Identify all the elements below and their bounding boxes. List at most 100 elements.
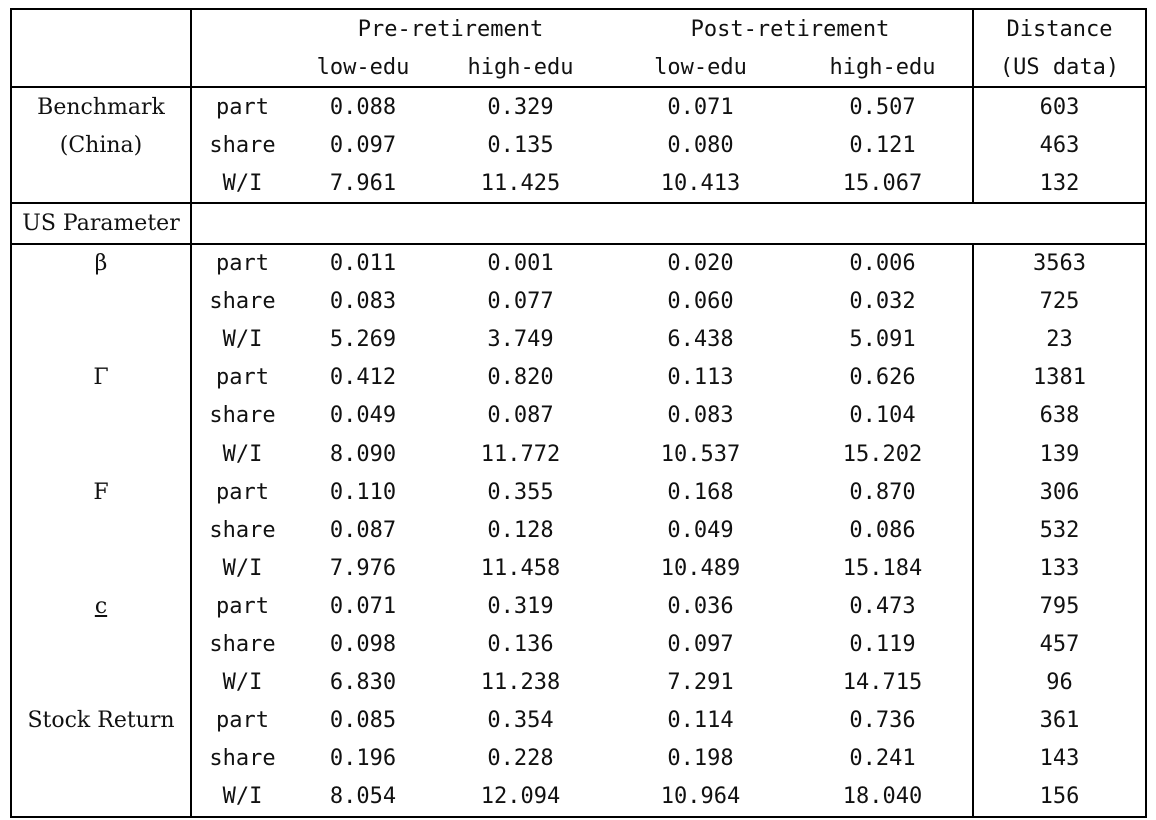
table-row: (China) share 0.097 0.135 0.080 0.121 463 (10, 126, 1147, 165)
pre-low-edu-value: 0.071 (329, 593, 397, 619)
parameter-label (10, 549, 192, 588)
table-row: c part 0.071 0.319 0.036 0.473 795 (10, 587, 1147, 626)
parameter-label (10, 282, 192, 321)
pre-high-edu-value: 0.135 (487, 132, 554, 158)
post-low-edu-value: 10.964 (608, 777, 793, 819)
benchmark-label (10, 164, 192, 205)
table-row: W/I 8.054 12.094 10.964 18.040 156 (10, 777, 1147, 819)
pre-high-edu-value: 12.094 (433, 777, 608, 819)
corner-cell (10, 7, 192, 49)
us-data-header: (US data) (972, 48, 1147, 89)
post-high-edu-value: 0.121 (849, 132, 916, 158)
corner-cell-sub (10, 48, 192, 89)
distance-value: 361 (972, 701, 1147, 740)
distance-value: 1381 (972, 358, 1147, 397)
distance-value: 532 (972, 511, 1147, 550)
post-high-edu-value: 0.119 (849, 632, 916, 658)
measure-label: W/I (190, 164, 293, 205)
distance-value: 457 (972, 625, 1147, 664)
measure-label: part (190, 358, 293, 397)
pre-high-edu-value: 0.136 (487, 632, 554, 658)
parameter-label (10, 396, 192, 436)
post-low-edu-header: low-edu (608, 48, 793, 89)
post-high-edu-value: 0.736 (849, 708, 916, 734)
post-high-edu-value: 0.507 (849, 94, 916, 120)
table-row: share 0.083 0.077 0.060 0.032 725 (10, 282, 1147, 321)
parameter-label (10, 777, 192, 819)
post-low-edu-value: 0.083 (667, 403, 734, 429)
post-low-edu-value: 7.291 (667, 670, 734, 696)
pre-high-edu-value: 11.425 (433, 164, 608, 205)
pre-low-edu-value: 0.087 (329, 517, 397, 543)
pre-low-edu-value: 0.088 (329, 94, 397, 120)
post-high-edu-value: 0.086 (849, 517, 916, 543)
distance-header: Distance (972, 7, 1147, 49)
header-spacer (190, 7, 293, 49)
measure-label: part (190, 87, 293, 127)
benchmark-label: Benchmark (10, 87, 192, 127)
distance-value: 638 (972, 396, 1147, 436)
table-row: share 0.098 0.136 0.097 0.119 457 (10, 625, 1147, 664)
distance-value: 23 (972, 320, 1147, 359)
table-row: W/I 7.961 11.425 10.413 15.067 132 (10, 164, 1147, 205)
post-high-edu-value: 0.006 (849, 251, 916, 277)
measure-label: W/I (190, 435, 293, 474)
post-high-edu-header: high-edu (793, 48, 973, 89)
pre-low-edu-value: 0.085 (329, 708, 397, 734)
measure-label: share (190, 282, 293, 321)
measure-label: part (190, 473, 293, 512)
post-low-edu-value: 0.071 (667, 94, 734, 120)
distance-value: 139 (972, 435, 1147, 474)
distance-value: 3563 (972, 243, 1147, 283)
pre-low-edu-value: 8.090 (329, 441, 397, 467)
post-low-edu-value: 10.413 (608, 164, 793, 205)
pre-high-edu-value: 0.329 (487, 94, 554, 120)
post-high-edu-value: 14.715 (842, 670, 923, 696)
pre-high-edu-value: 11.772 (480, 441, 561, 467)
measure-label: part (190, 587, 293, 626)
table-row: Stock Return part 0.085 0.354 0.114 0.736 361 (10, 701, 1147, 740)
measure-label: part (190, 243, 293, 283)
parameter-label (10, 625, 192, 664)
distance-value: 463 (972, 126, 1147, 165)
post-high-edu-value: 0.104 (849, 403, 916, 429)
measure-label: share (190, 511, 293, 550)
pre-low-edu-value: 0.110 (329, 479, 397, 505)
table-row: W/I 8.090 11.772 10.537 15.202 139 (10, 435, 1147, 474)
post-high-edu-value: 0.473 (849, 593, 916, 619)
parameter-label (10, 739, 192, 778)
post-low-edu-value: 0.113 (667, 365, 734, 391)
distance-value: 143 (972, 739, 1147, 778)
parameter-label (10, 511, 192, 550)
distance-value: 133 (972, 549, 1147, 588)
pre-high-edu-value: 0.820 (487, 365, 554, 391)
distance-value: 96 (972, 663, 1147, 702)
post-low-edu-value: 0.114 (667, 708, 734, 734)
pre-low-edu-value: 7.961 (293, 164, 433, 205)
post-low-edu-value: 0.097 (667, 632, 734, 658)
table-row: share 0.196 0.228 0.198 0.241 143 (10, 739, 1147, 778)
pre-high-edu-value: 0.354 (487, 708, 554, 734)
post-low-edu-value: 0.060 (667, 289, 734, 315)
parameter-label: Stock Return (10, 701, 192, 740)
pre-low-edu-value: 0.011 (329, 251, 397, 277)
post-high-edu-value: 0.870 (849, 479, 916, 505)
pre-low-edu-value: 0.049 (329, 403, 397, 429)
post-high-edu-value: 15.067 (793, 164, 973, 205)
table-row: share 0.087 0.128 0.049 0.086 532 (10, 511, 1147, 550)
pre-low-edu-value: 7.976 (329, 555, 397, 581)
measure-label: W/I (190, 320, 293, 359)
parameter-label: Γ (10, 358, 192, 397)
pre-high-edu-value: 0.077 (487, 289, 554, 315)
post-low-edu-value: 6.438 (667, 327, 734, 353)
post-high-edu-value: 5.091 (849, 327, 916, 353)
pre-low-edu-value: 5.269 (329, 327, 397, 353)
measure-label: share (190, 126, 293, 165)
distance-value: 603 (972, 87, 1147, 127)
header-spacer-sub (190, 48, 293, 89)
post-low-edu-value: 0.049 (667, 517, 734, 543)
pre-retirement-header: Pre-retirement (293, 7, 608, 49)
distance-value: 156 (972, 777, 1147, 819)
